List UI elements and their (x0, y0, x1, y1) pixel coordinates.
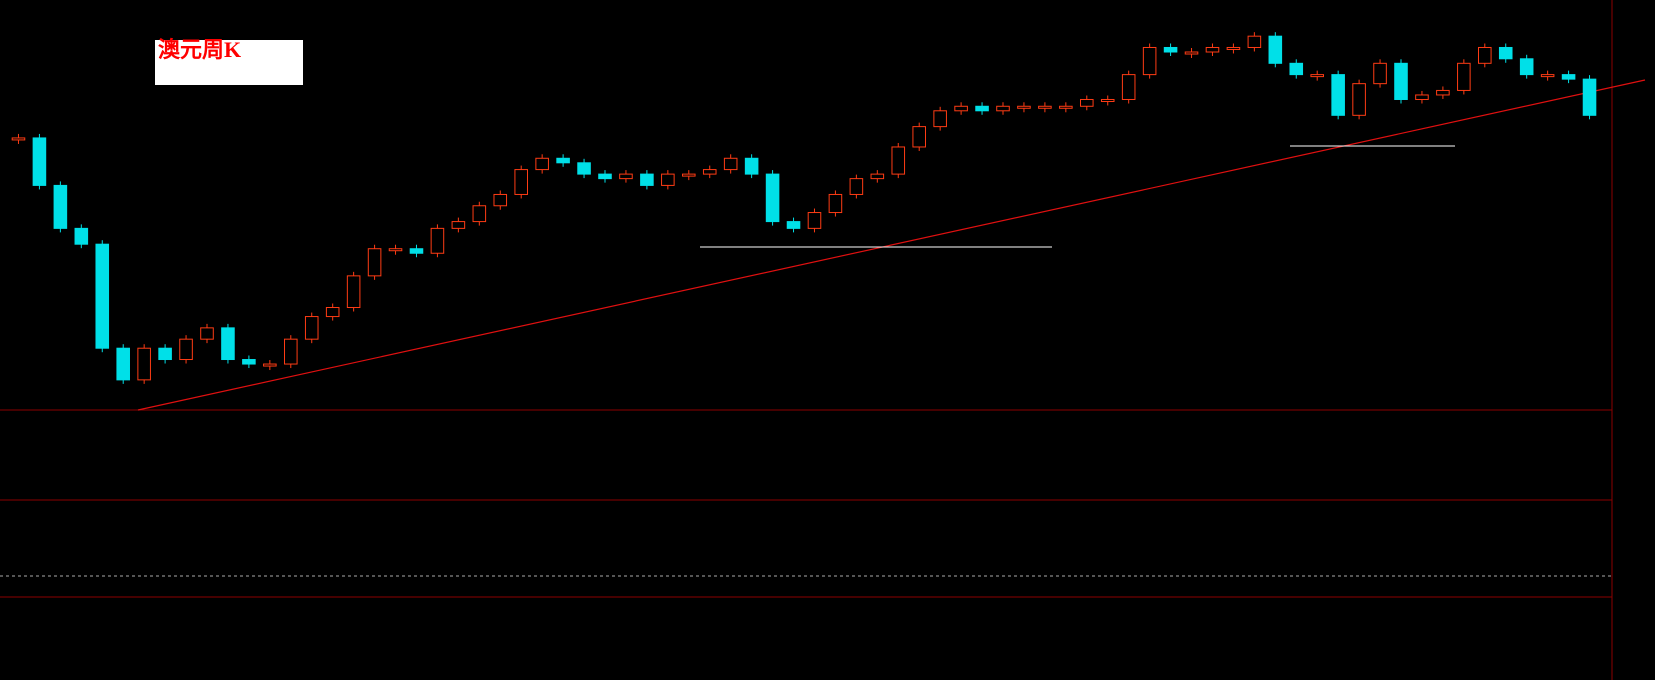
candle-body (954, 105, 968, 112)
candle-body (1038, 105, 1052, 109)
trend-line (137, 79, 1646, 411)
candle-body (1205, 46, 1220, 53)
candle-body (912, 126, 926, 148)
candle-body (1017, 105, 1031, 109)
candle-body (1184, 51, 1199, 55)
candle-body (451, 221, 466, 229)
candle-body (1331, 74, 1345, 116)
candle-body (870, 173, 885, 180)
candle-body (1268, 35, 1283, 64)
chart-title: 澳元周K (158, 37, 241, 62)
candles (11, 32, 1597, 384)
candle-body (1163, 46, 1178, 53)
candle-body (1059, 105, 1073, 109)
candle-body (1415, 94, 1429, 100)
candle-body (200, 327, 214, 340)
candle-body (723, 157, 738, 171)
candle-body (179, 338, 193, 361)
candle-body (933, 110, 947, 128)
candle-body (284, 338, 298, 365)
candle-body (702, 169, 717, 175)
candle-body (1478, 46, 1492, 64)
candle-body (891, 146, 906, 175)
candle-body (1080, 98, 1094, 107)
candle-body (849, 178, 864, 195)
candle-body (682, 173, 696, 177)
candle-body (1582, 78, 1597, 116)
candle-body (1121, 74, 1136, 100)
candle-body (598, 173, 612, 180)
candle-body (1142, 46, 1157, 76)
candle-body (640, 173, 654, 186)
candle-body (74, 227, 89, 245)
candle-body (765, 173, 780, 223)
candle-body (828, 193, 843, 214)
candle-body (1289, 62, 1304, 76)
candle-body (367, 248, 382, 277)
candle-body (116, 347, 130, 381)
candle-body (346, 275, 361, 309)
candle-body (975, 105, 989, 112)
candle-body (430, 227, 445, 254)
candle-body (1498, 46, 1513, 60)
candle-body (137, 347, 151, 381)
candle-body (1561, 74, 1576, 80)
candle-body (158, 347, 172, 361)
candle-body (409, 248, 424, 254)
candle-body (744, 157, 759, 175)
title-box (155, 40, 303, 85)
candle-body (32, 137, 47, 186)
candle-body (619, 173, 633, 180)
candle-body (1436, 89, 1450, 96)
candle-body (807, 212, 822, 229)
candle-body (996, 105, 1010, 112)
candle-body (472, 205, 487, 223)
candle-body (325, 307, 340, 318)
candle-body (221, 327, 235, 361)
candle-body (535, 157, 549, 171)
candle-body (304, 316, 319, 340)
candle-body (661, 173, 675, 186)
candle-body (11, 137, 26, 141)
candle-body (514, 169, 528, 195)
candle-body (493, 193, 508, 207)
candle-body (53, 184, 68, 229)
candle-body (1394, 62, 1408, 100)
candle-body (1457, 62, 1471, 91)
candle-body (388, 248, 403, 252)
candle-body (786, 221, 801, 229)
candle-body (1519, 58, 1534, 76)
candle-body (1352, 83, 1366, 116)
candle-body (263, 363, 277, 367)
candle-body (242, 359, 256, 365)
candle-body (577, 162, 591, 175)
candle-body (1100, 98, 1115, 102)
candle-body (1540, 74, 1555, 78)
candle-body (1226, 46, 1241, 50)
candle-body (556, 157, 570, 164)
candle-body (1247, 35, 1262, 48)
candle-body (95, 243, 110, 349)
candle-body (1310, 74, 1324, 78)
candle-body (1373, 62, 1387, 85)
